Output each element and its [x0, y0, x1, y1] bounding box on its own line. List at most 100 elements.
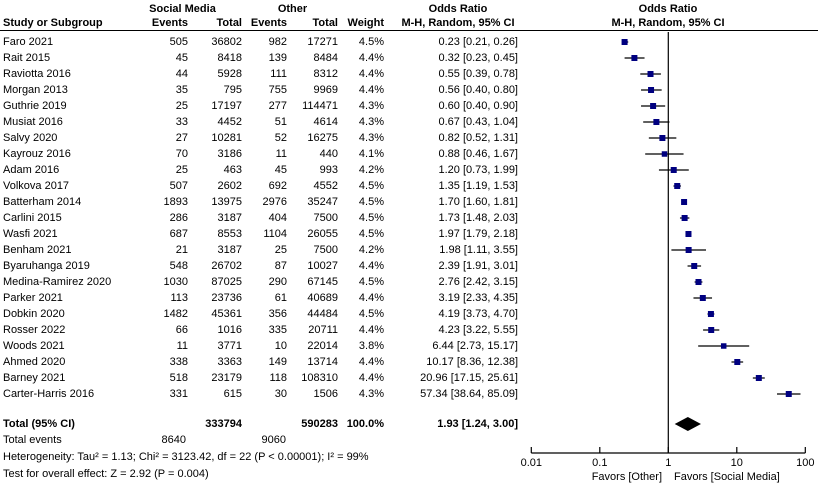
weight-value: 4.3%	[358, 388, 384, 400]
or-ci-text: 0.56 [0.40, 0.80]	[438, 84, 518, 96]
other-events-value: 25	[274, 244, 287, 256]
weight-value: 4.4%	[358, 292, 384, 304]
col-header-sm-total: Total	[216, 17, 242, 29]
other-events-value: 111	[270, 68, 287, 80]
study-name: Byaruhanga 2019	[3, 260, 90, 272]
or-ci-text: 1.70 [1.60, 1.81]	[438, 196, 518, 208]
study-name: Carter-Harris 2016	[3, 388, 95, 400]
weight-value: 4.5%	[358, 276, 384, 288]
sm-total-value: 36802	[211, 36, 242, 48]
other-total-value: 7500	[313, 212, 338, 224]
total-weight: 100.0%	[346, 418, 384, 430]
total-other-total: 590283	[301, 418, 338, 430]
other-events-value: 982	[268, 36, 287, 48]
sm-events-value: 25	[175, 164, 188, 176]
sm-events-value: 505	[169, 36, 188, 48]
sm-total-value: 5928	[217, 68, 242, 80]
or-ci-text: 57.34 [38.64, 85.09]	[420, 388, 518, 400]
other-events-value: 404	[268, 212, 287, 224]
or-ci-text: 0.23 [0.21, 0.26]	[438, 36, 518, 48]
sm-total-value: 615	[223, 388, 242, 400]
other-events-value: 755	[268, 84, 287, 96]
other-events-value: 11	[275, 148, 287, 160]
or-ci-text: 1.73 [1.48, 2.03]	[438, 212, 518, 224]
other-events-value: 139	[268, 52, 287, 64]
x-tick-label: 100	[796, 457, 815, 469]
weight-value: 4.1%	[358, 148, 384, 160]
other-total-value: 1506	[313, 388, 338, 400]
sm-total-value: 17197	[211, 100, 242, 112]
x-tick-label: 0.1	[592, 457, 608, 469]
or-ci-text: 0.82 [0.52, 1.31]	[438, 132, 518, 144]
x-tick-label: 10	[730, 457, 743, 469]
sm-total-value: 45361	[211, 308, 242, 320]
other-events-value: 1104	[263, 228, 287, 240]
or-ci-text: 0.88 [0.46, 1.67]	[438, 148, 518, 160]
weight-value: 4.4%	[358, 52, 384, 64]
sm-total-value: 87025	[211, 276, 242, 288]
sm-total-value: 10281	[211, 132, 242, 144]
effect-square	[707, 311, 714, 317]
effect-square	[647, 71, 654, 77]
sm-events-value: 286	[169, 212, 188, 224]
study-name: Salvy 2020	[3, 132, 58, 144]
weight-value: 4.4%	[358, 84, 384, 96]
effect-square	[685, 231, 692, 237]
study-name: Morgan 2013	[3, 84, 68, 96]
x-tick-label: 1	[665, 457, 672, 469]
study-name: Ahmed 2020	[3, 356, 66, 368]
other-total-value: 44484	[307, 308, 338, 320]
total-or-ci-text: 1.93 [1.24, 3.00]	[437, 418, 518, 430]
or-ci-text: 10.17 [8.36, 12.38]	[426, 356, 518, 368]
or-ci-text: 2.39 [1.91, 3.01]	[438, 260, 518, 272]
sm-total-value: 2602	[217, 180, 242, 192]
or-ci-text: 1.20 [0.73, 1.99]	[438, 164, 518, 176]
sm-events-value: 1482	[163, 308, 188, 320]
or-ci-text: 0.55 [0.39, 0.78]	[438, 68, 518, 80]
other-events-value: 277	[268, 100, 287, 112]
effect-square	[720, 343, 727, 349]
total-events-other: 9060	[261, 434, 286, 446]
other-total-value: 22014	[307, 340, 338, 352]
effect-square	[708, 327, 715, 333]
other-total-value: 40689	[307, 292, 338, 304]
or-ci-text: 6.44 [2.73, 15.17]	[432, 340, 518, 352]
effect-square	[785, 391, 792, 397]
or-ci-text: 0.60 [0.40, 0.90]	[438, 100, 518, 112]
other-total-value: 67145	[307, 276, 338, 288]
or-ci-text: 4.19 [3.73, 4.70]	[438, 308, 518, 320]
study-name: Woods 2021	[3, 340, 65, 352]
other-events-value: 87	[274, 260, 287, 272]
effect-square	[681, 199, 688, 205]
sm-total-value: 3187	[217, 212, 242, 224]
sm-events-value: 35	[175, 84, 188, 96]
sm-total-value: 23179	[211, 372, 242, 384]
effect-square	[670, 167, 677, 173]
other-events-value: 335	[268, 324, 287, 336]
sm-events-value: 44	[175, 68, 188, 80]
other-events-value: 692	[268, 180, 287, 192]
plot-header-or-ci: M-H, Random, 95% CI	[611, 17, 725, 29]
sm-total-value: 795	[223, 84, 242, 96]
col-header-other-total: Total	[312, 17, 338, 29]
other-total-value: 4614	[313, 116, 338, 128]
effect-square	[734, 359, 741, 365]
total-sm-total: 333794	[205, 418, 242, 430]
other-total-value: 440	[319, 148, 338, 160]
weight-value: 4.5%	[358, 228, 384, 240]
other-events-value: 356	[268, 308, 287, 320]
sm-events-value: 331	[169, 388, 188, 400]
study-name: Raviotta 2016	[3, 68, 71, 80]
sm-events-value: 25	[175, 100, 188, 112]
effect-square	[695, 279, 702, 285]
weight-value: 4.3%	[358, 132, 384, 144]
heterogeneity-stats: Heterogeneity: Tau² = 1.13; Chi² = 3123.…	[3, 451, 369, 463]
study-name: Rosser 2022	[3, 324, 66, 336]
weight-value: 4.2%	[358, 164, 384, 176]
effect-square	[648, 87, 655, 93]
sm-total-value: 13975	[211, 196, 242, 208]
sm-total-value: 463	[223, 164, 242, 176]
sm-total-value: 1016	[217, 324, 242, 336]
col-header-sm-events: Events	[151, 17, 188, 29]
